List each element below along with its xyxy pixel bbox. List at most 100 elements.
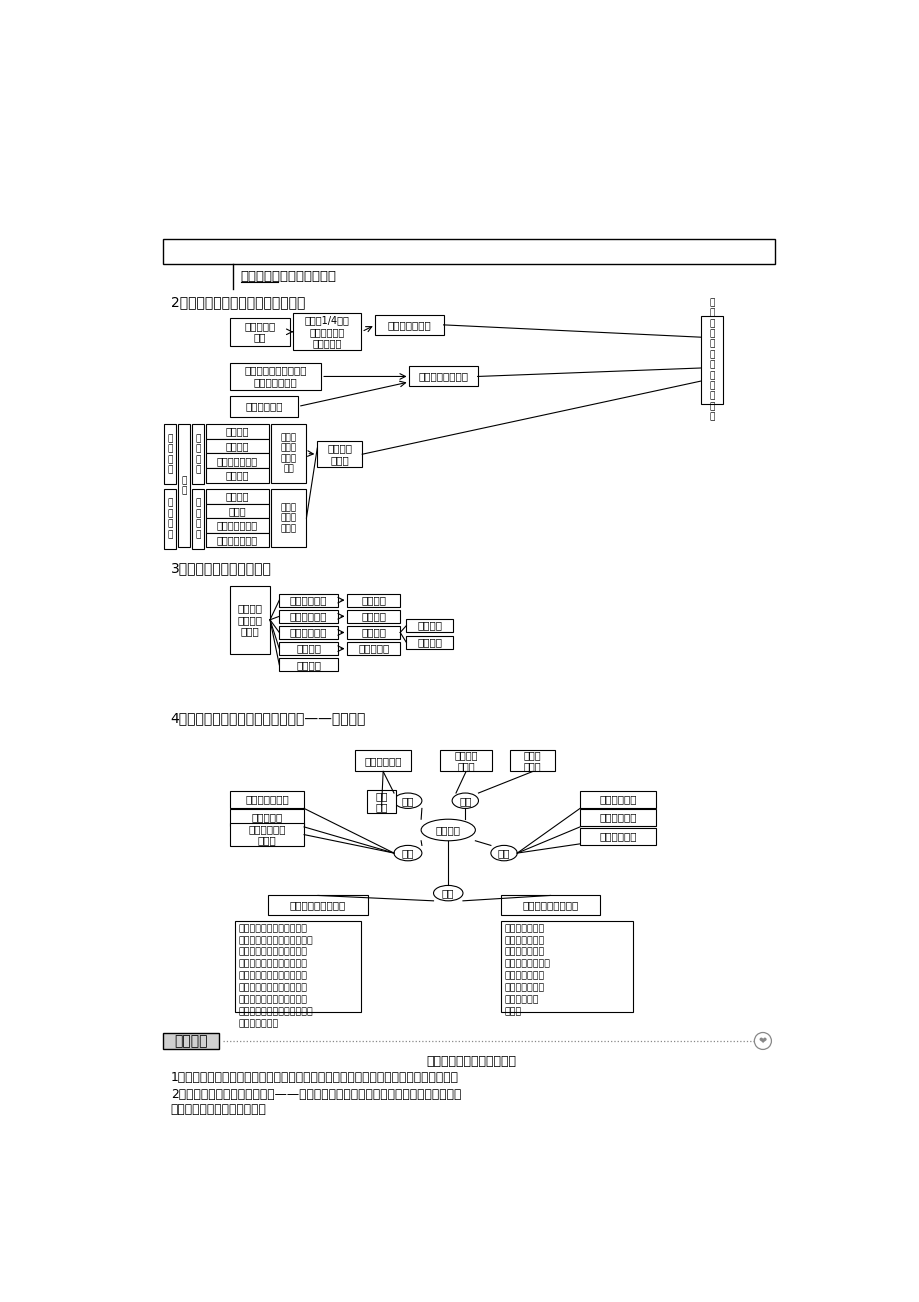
FancyBboxPatch shape — [177, 424, 190, 547]
FancyBboxPatch shape — [206, 533, 269, 547]
FancyBboxPatch shape — [347, 609, 400, 622]
FancyBboxPatch shape — [270, 488, 306, 547]
Text: 手段: 手段 — [402, 796, 414, 806]
FancyBboxPatch shape — [206, 453, 269, 469]
Text: 综合效益突出: 综合效益突出 — [598, 812, 636, 823]
Text: 资源得以再生: 资源得以再生 — [598, 794, 636, 805]
Text: 核心: 核心 — [459, 796, 471, 806]
Text: 2．分析各区域发展的优势条件——从区域、自然环境、资源条件、交通、科技、市场: 2．分析各区域发展的优势条件——从区域、自然环境、资源条件、交通、科技、市场 — [171, 1087, 460, 1100]
FancyBboxPatch shape — [230, 362, 321, 391]
FancyBboxPatch shape — [279, 609, 338, 622]
Text: 1．分析各区域区位特征、地理环境形成与特征、人类活动与人地关系等地理环境背景。: 1．分析各区域区位特征、地理环境形成与特征、人类活动与人地关系等地理环境背景。 — [171, 1070, 459, 1083]
Text: 资
源
短
缺: 资 源 短 缺 — [167, 499, 173, 539]
FancyBboxPatch shape — [279, 594, 338, 607]
FancyBboxPatch shape — [406, 635, 452, 648]
FancyBboxPatch shape — [230, 318, 289, 345]
Text: 资源短缺令人担忧: 资源短缺令人担忧 — [418, 371, 468, 381]
Text: 等社会经济条件来进行分析。: 等社会经济条件来进行分析。 — [171, 1103, 267, 1116]
FancyBboxPatch shape — [510, 750, 554, 772]
FancyBboxPatch shape — [164, 424, 176, 484]
Text: 共同性原则：各国共同参与: 共同性原则：各国共同参与 — [240, 270, 336, 283]
Text: 噪声污染: 噪声污染 — [225, 470, 249, 480]
Text: 危
机: 危 机 — [181, 477, 187, 496]
Text: 清洁生产: 清洁生产 — [416, 621, 442, 630]
Ellipse shape — [393, 845, 422, 861]
Ellipse shape — [433, 885, 462, 901]
FancyBboxPatch shape — [206, 488, 269, 504]
FancyBboxPatch shape — [230, 810, 304, 827]
FancyBboxPatch shape — [191, 424, 204, 484]
FancyBboxPatch shape — [293, 314, 361, 350]
Text: 原则: 原则 — [402, 848, 414, 858]
FancyBboxPatch shape — [579, 810, 655, 827]
Text: ❤: ❤ — [758, 1036, 766, 1046]
Text: 荒漠化: 荒漠化 — [229, 505, 246, 516]
Ellipse shape — [393, 793, 422, 809]
Text: 4．中国实施可持续发展的重要途径——循环经济: 4．中国实施可持续发展的重要途径——循环经济 — [171, 711, 366, 725]
Text: 环境友好方式: 环境友好方式 — [364, 755, 402, 766]
FancyBboxPatch shape — [279, 659, 338, 672]
Text: 资源利用率低: 资源利用率低 — [244, 401, 282, 411]
Circle shape — [754, 1032, 771, 1049]
Text: 环
境
污
染: 环 境 污 染 — [195, 434, 200, 474]
Text: 转变发展模式: 转变发展模式 — [289, 628, 327, 638]
Text: 生物多样性减少: 生物多样性减少 — [217, 535, 257, 546]
FancyBboxPatch shape — [317, 441, 362, 467]
Text: 可持续发
展的措施
与途径: 可持续发 展的措施 与途径 — [237, 603, 262, 637]
Text: 3．实施可持续发展的途径: 3．实施可持续发展的途径 — [171, 561, 271, 575]
Text: 重难突破: 重难突破 — [174, 1034, 208, 1048]
FancyBboxPatch shape — [501, 921, 632, 1012]
Text: 国际合作: 国际合作 — [296, 643, 321, 654]
Text: 转变消费模式: 转变消费模式 — [289, 612, 327, 621]
FancyBboxPatch shape — [347, 594, 400, 607]
Text: 特点: 特点 — [497, 848, 510, 858]
Ellipse shape — [451, 793, 478, 809]
FancyBboxPatch shape — [501, 896, 599, 915]
Text: 森林、草地锐减: 森林、草地锐减 — [217, 521, 257, 530]
Text: 分析某地可持续发展的思路: 分析某地可持续发展的思路 — [426, 1055, 516, 1068]
FancyBboxPatch shape — [440, 750, 491, 772]
FancyBboxPatch shape — [375, 315, 443, 335]
FancyBboxPatch shape — [268, 896, 368, 915]
Text: 环境无害
化技术: 环境无害 化技术 — [454, 750, 477, 772]
Text: 提高生
态效益: 提高生 态效益 — [523, 750, 541, 772]
Text: 计划生育: 计划生育 — [361, 595, 386, 605]
FancyBboxPatch shape — [579, 828, 655, 845]
FancyBboxPatch shape — [279, 626, 338, 639]
Ellipse shape — [491, 845, 516, 861]
Text: 生态农业: 生态农业 — [416, 638, 442, 647]
Text: 2．我国走可持续发展道路的必然性: 2．我国走可持续发展道路的必然性 — [171, 296, 305, 310]
Text: 人
口
压
力: 人 口 压 力 — [167, 434, 173, 474]
FancyBboxPatch shape — [230, 790, 304, 807]
Text: 在产品生产过程和预期消费
中，既能合理利用自然资源，
把对环境的危害减至最小，
又能充分满足人类的需要，
使社会经济效益获得最大的
一种模式，它的含义包括三
个: 在产品生产过程和预期消费 中，既能合理利用自然资源， 把对环境的危害减至最小， … — [238, 924, 312, 1029]
FancyBboxPatch shape — [409, 366, 477, 387]
FancyBboxPatch shape — [347, 626, 400, 639]
Text: 以城市
为中心
向农村
蔓延: 以城市 为中心 向农村 蔓延 — [280, 434, 296, 474]
FancyBboxPatch shape — [579, 790, 655, 807]
Ellipse shape — [421, 819, 475, 841]
FancyBboxPatch shape — [235, 921, 360, 1012]
FancyBboxPatch shape — [347, 642, 400, 655]
FancyBboxPatch shape — [163, 1032, 219, 1049]
Text: 大气污染: 大气污染 — [225, 427, 249, 436]
FancyBboxPatch shape — [406, 618, 452, 631]
Text: 循环经济: 循环经济 — [436, 825, 460, 835]
FancyBboxPatch shape — [355, 750, 411, 772]
FancyBboxPatch shape — [206, 439, 269, 453]
Text: 水土流失: 水土流失 — [225, 491, 249, 501]
Text: 控制人口数量: 控制人口数量 — [289, 595, 327, 605]
Text: 实现良性循环: 实现良性循环 — [598, 831, 636, 841]
FancyBboxPatch shape — [206, 469, 269, 483]
Text: 工业上推行清洁生产: 工业上推行清洁生产 — [289, 901, 346, 910]
FancyBboxPatch shape — [163, 240, 775, 264]
Text: 资源输入减量化: 资源输入减量化 — [244, 794, 289, 805]
Text: 庞大的人口
基数: 庞大的人口 基数 — [244, 322, 276, 342]
Text: 水体污染: 水体污染 — [225, 441, 249, 452]
Text: 庞大的人口基数和经济
迅速发展的需求: 庞大的人口基数和经济 迅速发展的需求 — [244, 366, 306, 387]
FancyBboxPatch shape — [270, 424, 306, 483]
Text: 公众参与: 公众参与 — [296, 660, 321, 669]
Text: 范围扩
大，程
度加剧: 范围扩 大，程 度加剧 — [280, 504, 296, 533]
FancyBboxPatch shape — [367, 790, 396, 812]
Text: 实践: 实践 — [441, 888, 454, 898]
Text: 京都议定书: 京都议定书 — [357, 643, 389, 654]
